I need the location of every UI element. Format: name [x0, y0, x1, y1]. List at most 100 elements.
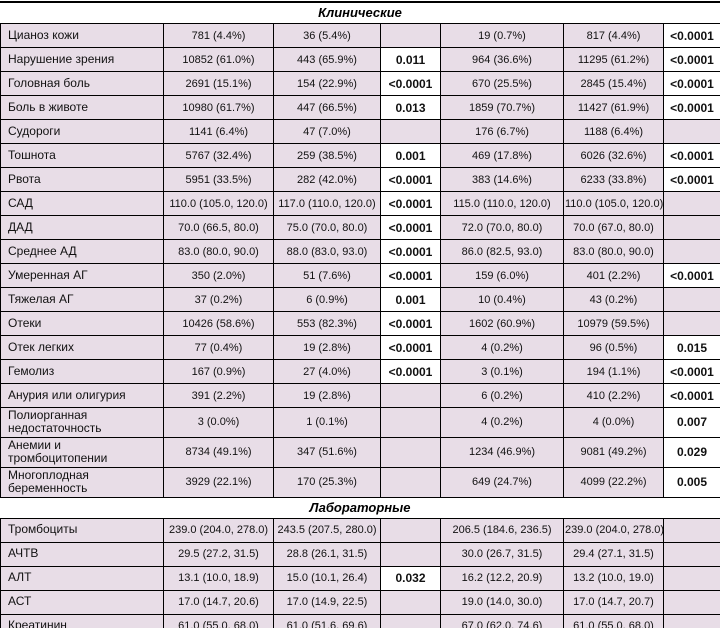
value-cell: 1141 (6.4%) — [163, 119, 274, 144]
value-cell: 11295 (61.2%) — [563, 47, 664, 72]
table-row: Рвота 5951 (33.5%) 282 (42.0%) <0.0001 383 (… — [0, 167, 720, 192]
value-cell: 115.0 (110.0, 120.0) — [440, 191, 564, 216]
p-value-cell: 0.032 — [380, 565, 441, 591]
table-row: Креатинин 61.0 (55.0, 68.0) 61.0 (51.6, 69… — [0, 613, 720, 628]
table-row: Умеренная АГ 350 (2.0%) 51 (7.6%) <0.0001 15… — [0, 263, 720, 288]
value-cell: 3929 (22.1%) — [163, 466, 274, 498]
value-cell: 96 (0.5%) — [563, 335, 664, 360]
table-row: Многоплодная беременность 3929 (22.1%) 170… — [0, 466, 720, 498]
table-row: Анемии и тромбоцитопении 8734 (49.1%) 347 … — [0, 436, 720, 468]
value-cell: 964 (36.6%) — [440, 47, 564, 72]
p-value-cell — [663, 613, 720, 628]
value-cell: 401 (2.2%) — [563, 263, 664, 288]
value-cell: 47 (7.0%) — [273, 119, 381, 144]
table-row: ДАД 70.0 (66.5, 80.0) 75.0 (70.0, 80.0) <0.… — [0, 215, 720, 240]
value-cell: 9081 (49.2%) — [563, 436, 664, 468]
value-cell: 10426 (58.6%) — [163, 311, 274, 336]
table-row: Цианоз кожи 781 (4.4%) 36 (5.4%) 19 (0.7%) 8… — [0, 23, 720, 48]
value-cell: 17.0 (14.9, 22.5) — [273, 589, 381, 615]
p-value-cell: 0.013 — [380, 95, 441, 120]
value-cell: 781 (4.4%) — [163, 23, 274, 48]
table-row: САД 110.0 (105.0, 120.0) 117.0 (110.0, 120… — [0, 191, 720, 216]
value-cell: 206.5 (184.6, 236.5) — [440, 517, 564, 543]
p-value-cell — [663, 287, 720, 312]
value-cell: 6233 (33.8%) — [563, 167, 664, 192]
value-cell: 670 (25.5%) — [440, 71, 564, 96]
row-label: АСТ — [0, 589, 164, 615]
value-cell: 4 (0.0%) — [563, 407, 664, 438]
p-value-cell: <0.0001 — [380, 311, 441, 336]
value-cell: 51 (7.6%) — [273, 263, 381, 288]
value-cell: 37 (0.2%) — [163, 287, 274, 312]
value-cell: 27 (4.0%) — [273, 359, 381, 384]
table-row: Полиорганная недостаточность 3 (0.0%) 1 (0… — [0, 407, 720, 438]
table-row: Отеки 10426 (58.6%) 553 (82.3%) <0.0001 1602… — [0, 311, 720, 336]
p-value-cell: <0.0001 — [663, 143, 720, 168]
row-label: Умеренная АГ — [0, 263, 164, 288]
p-value-cell: <0.0001 — [380, 263, 441, 288]
p-value-cell — [380, 436, 441, 468]
p-value-cell — [380, 407, 441, 438]
value-cell: 1859 (70.7%) — [440, 95, 564, 120]
p-value-cell: <0.0001 — [380, 167, 441, 192]
value-cell: 1 (0.1%) — [273, 407, 381, 438]
value-cell: 159 (6.0%) — [440, 263, 564, 288]
value-cell: 5951 (33.5%) — [163, 167, 274, 192]
row-label: АЧТВ — [0, 541, 164, 567]
value-cell: 259 (38.5%) — [273, 143, 381, 168]
value-cell: 17.0 (14.7, 20.6) — [163, 589, 274, 615]
row-label: АЛТ — [0, 565, 164, 591]
p-value-cell — [380, 613, 441, 628]
value-cell: 88.0 (83.0, 93.0) — [273, 239, 381, 264]
row-label: Многоплодная беременность — [0, 466, 164, 498]
value-cell: 1602 (60.9%) — [440, 311, 564, 336]
value-cell: 2691 (15.1%) — [163, 71, 274, 96]
table-row: АСТ 17.0 (14.7, 20.6) 17.0 (14.9, 22.5) 19.… — [0, 589, 720, 615]
p-value-cell: 0.001 — [380, 287, 441, 312]
value-cell: 154 (22.9%) — [273, 71, 381, 96]
p-value-cell: <0.0001 — [663, 383, 720, 408]
value-cell: 3 (0.0%) — [163, 407, 274, 438]
value-cell: 10 (0.4%) — [440, 287, 564, 312]
value-cell: 194 (1.1%) — [563, 359, 664, 384]
table-row: Тяжелая АГ 37 (0.2%) 6 (0.9%) 0.001 10 (0.4%… — [0, 287, 720, 312]
value-cell: 75.0 (70.0, 80.0) — [273, 215, 381, 240]
row-label: Тошнота — [0, 143, 164, 168]
value-cell: 6 (0.2%) — [440, 383, 564, 408]
value-cell: 72.0 (70.0, 80.0) — [440, 215, 564, 240]
p-value-cell: <0.0001 — [380, 71, 441, 96]
p-value-cell: 0.029 — [663, 436, 720, 468]
row-label: Анемии и тромбоцитопении — [0, 436, 164, 468]
value-cell: 10852 (61.0%) — [163, 47, 274, 72]
p-value-cell — [663, 119, 720, 144]
p-value-cell: <0.0001 — [663, 167, 720, 192]
row-label: Судороги — [0, 119, 164, 144]
table-row: АЧТВ 29.5 (27.2, 31.5) 28.8 (26.1, 31.5) 30… — [0, 541, 720, 567]
row-label: Тромбоциты — [0, 517, 164, 543]
row-label: Отек легких — [0, 335, 164, 360]
p-value-cell: <0.0001 — [380, 191, 441, 216]
value-cell: 13.1 (10.0, 18.9) — [163, 565, 274, 591]
section-title-clinical: Клинические — [0, 3, 720, 23]
table-row: Среднее АД 83.0 (80.0, 90.0) 88.0 (83.0, 9… — [0, 239, 720, 264]
value-cell: 17.0 (14.7, 20.7) — [563, 589, 664, 615]
value-cell: 2845 (15.4%) — [563, 71, 664, 96]
table-row: Тромбоциты 239.0 (204.0, 278.0) 243.5 (207… — [0, 517, 720, 543]
value-cell: 170 (25.3%) — [273, 466, 381, 498]
value-cell: 61.0 (51.6, 69.6) — [273, 613, 381, 628]
row-label: Анурия или олигурия — [0, 383, 164, 408]
p-value-cell — [663, 565, 720, 591]
table-row: Отек легких 77 (0.4%) 19 (2.8%) <0.0001 4 (0… — [0, 335, 720, 360]
value-cell: 11427 (61.9%) — [563, 95, 664, 120]
value-cell: 243.5 (207.5, 280.0) — [273, 517, 381, 543]
value-cell: 28.8 (26.1, 31.5) — [273, 541, 381, 567]
value-cell: 447 (66.5%) — [273, 95, 381, 120]
value-cell: 61.0 (55.0, 68.0) — [163, 613, 274, 628]
value-cell: 86.0 (82.5, 93.0) — [440, 239, 564, 264]
value-cell: 19 (2.8%) — [273, 335, 381, 360]
value-cell: 469 (17.8%) — [440, 143, 564, 168]
value-cell: 10980 (61.7%) — [163, 95, 274, 120]
value-cell: 110.0 (105.0, 120.0) — [163, 191, 274, 216]
p-value-cell — [380, 466, 441, 498]
